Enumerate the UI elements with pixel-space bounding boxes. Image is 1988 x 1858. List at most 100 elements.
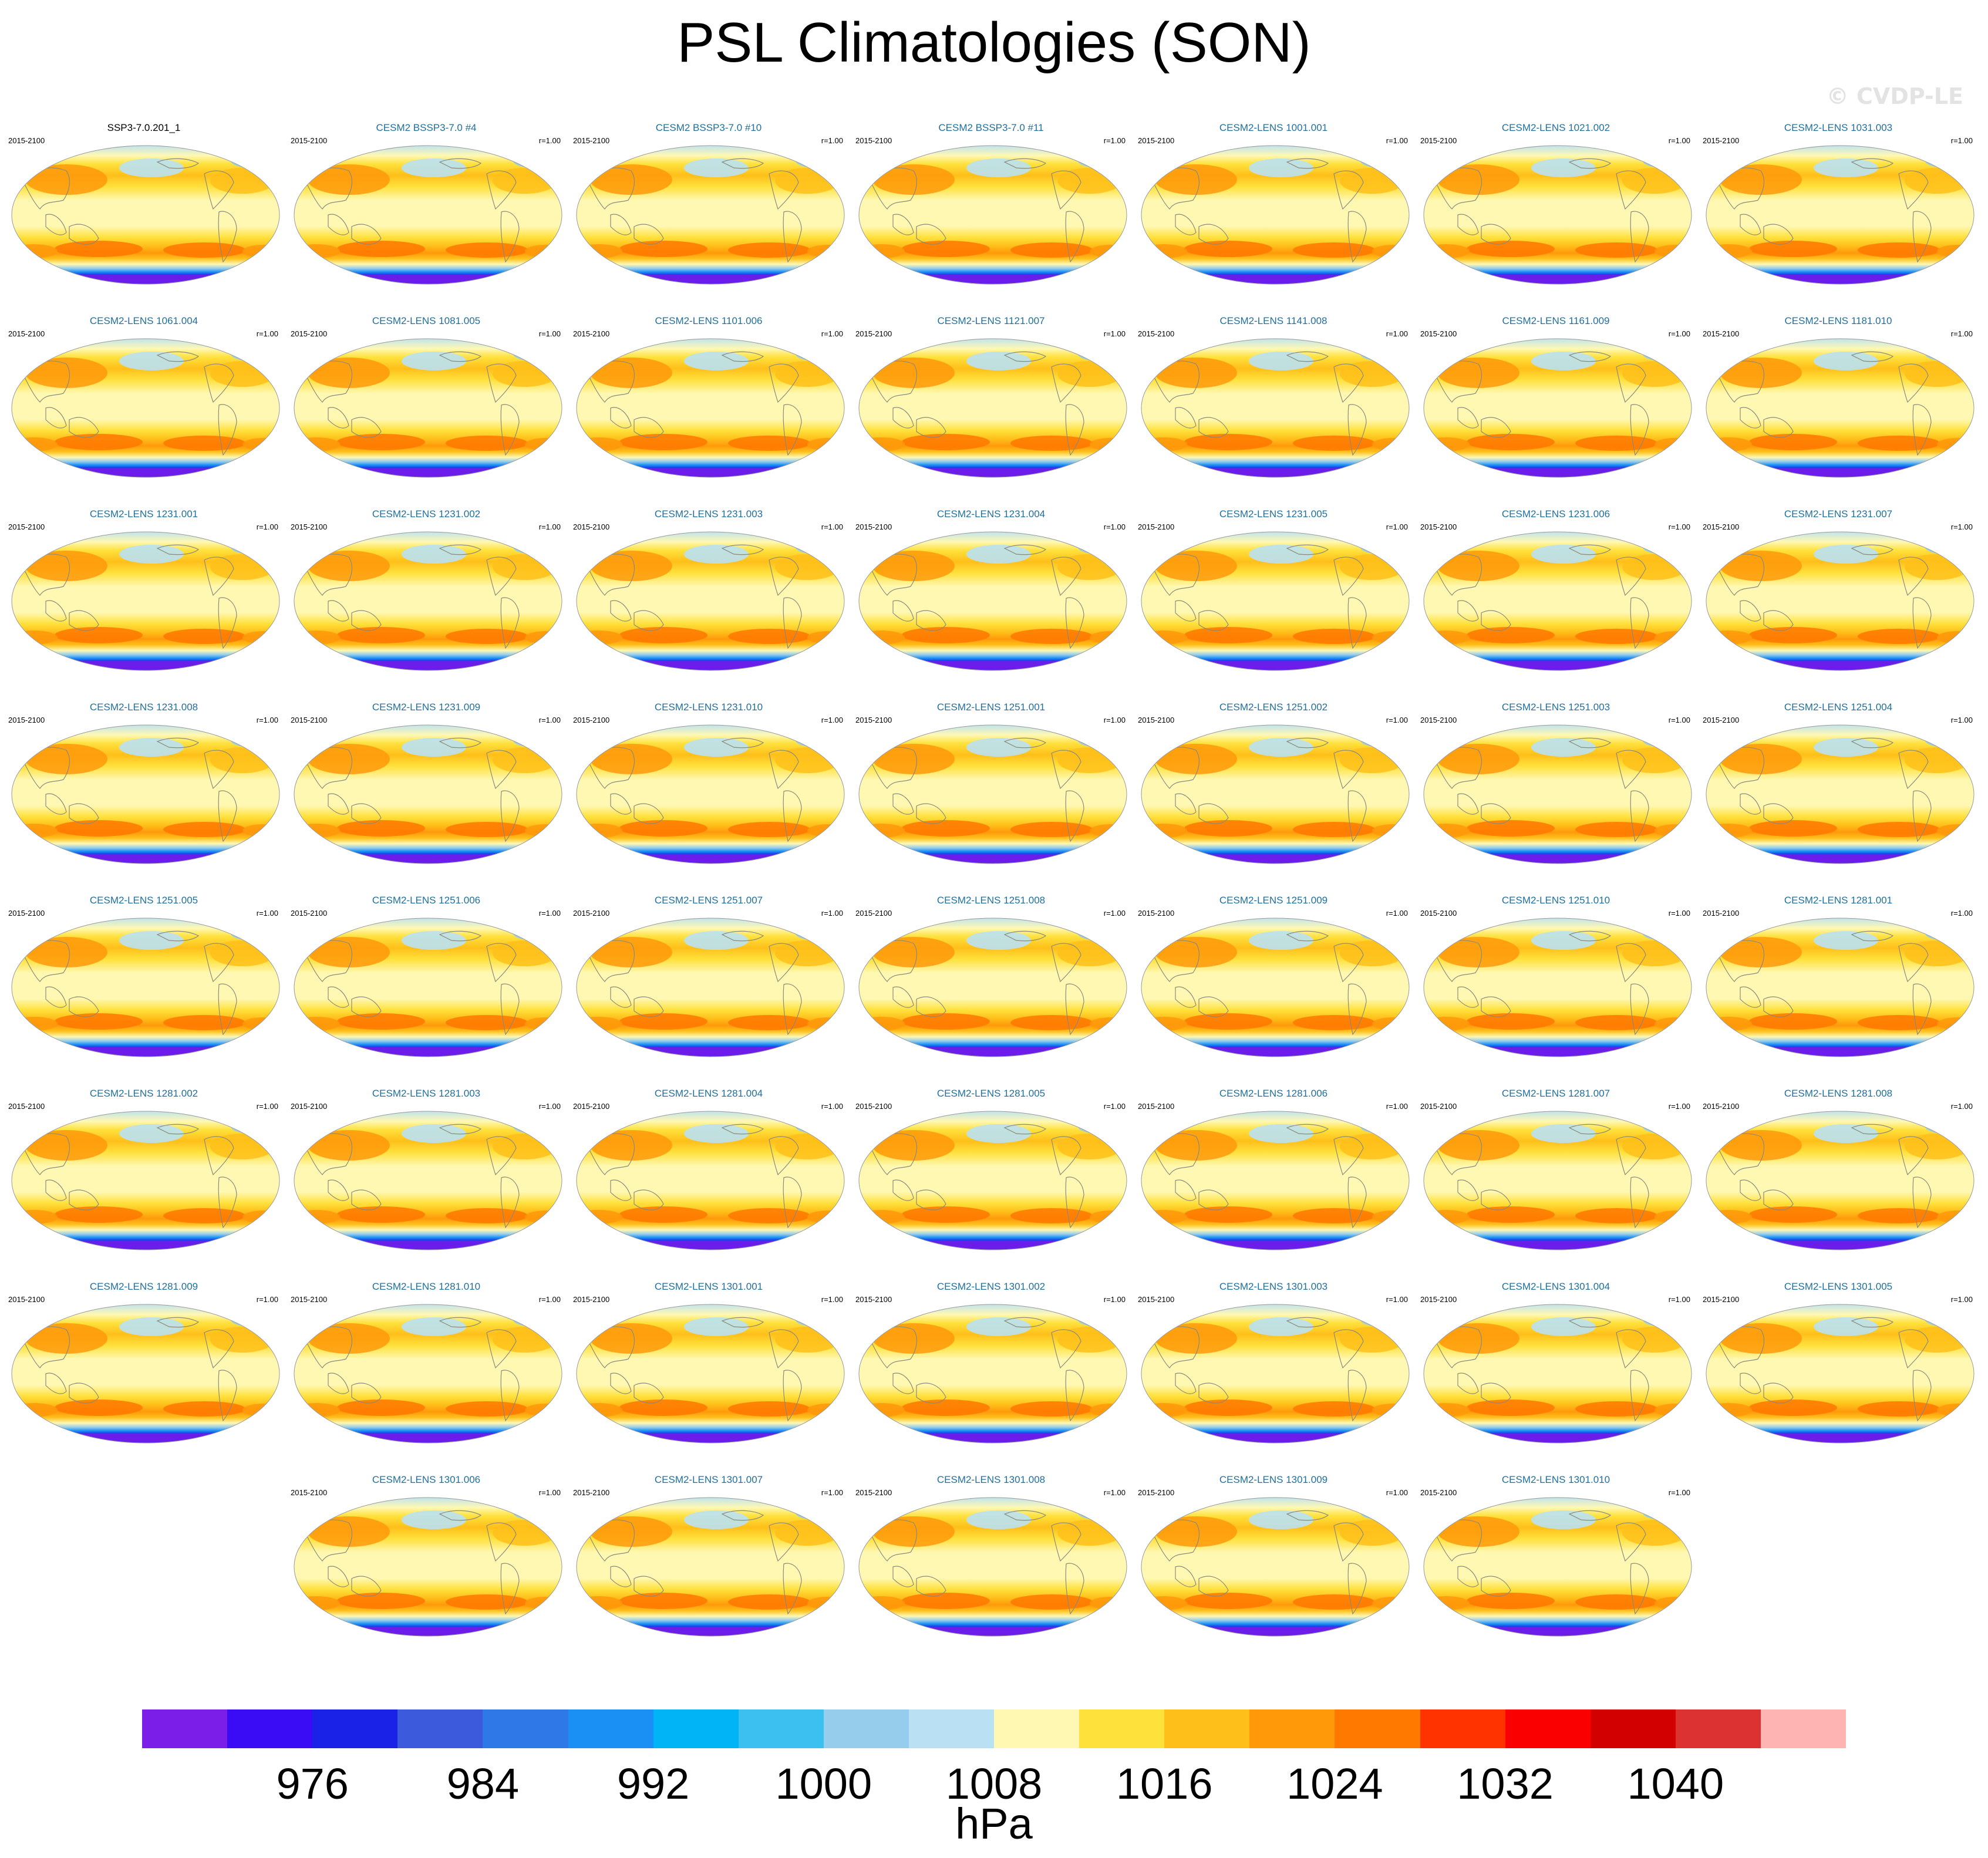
map-panel: CESM2-LENS 1281.005 2015-2100 r=1.00 — [853, 1088, 1129, 1274]
psl-map — [576, 724, 845, 864]
psl-map — [294, 918, 562, 1057]
psl-map — [1423, 918, 1692, 1057]
psl-map — [858, 1111, 1127, 1250]
panel-title: CESM2-LENS 1081.005 — [372, 315, 481, 326]
panel-title: CESM2-LENS 1231.005 — [1219, 508, 1328, 520]
colorbar-tick-label: 984 — [446, 1759, 520, 1808]
map-panel-grid: SSP3-7.0.201_1 2015-2100 CESM2 BSSP3-7.0 #… — [6, 122, 1976, 1637]
panel-title: CESM2-LENS 1251.004 — [1784, 702, 1893, 713]
panel-period: 2015-2100 — [573, 1488, 610, 1497]
map-panel: CESM2-LENS 1301.004 2015-2100 r=1.00 — [1418, 1281, 1694, 1468]
panel-pattern-correlation: r=1.00 — [256, 329, 278, 338]
colorbar-units-label: hPa — [955, 1799, 1033, 1848]
panel-pattern-correlation: r=1.00 — [1950, 716, 1973, 724]
panel-title: CESM2-LENS 1231.008 — [89, 702, 198, 713]
map-panel: CESM2-LENS 1081.005 2015-2100 r=1.00 — [288, 315, 564, 502]
map-panel: CESM2-LENS 1121.007 2015-2100 r=1.00 — [853, 315, 1129, 502]
map-panel: CESM2-LENS 1161.009 2015-2100 r=1.00 — [1418, 315, 1694, 502]
panel-title: CESM2-LENS 1281.008 — [1784, 1088, 1893, 1099]
psl-map — [1706, 918, 1974, 1057]
panel-period: 2015-2100 — [573, 1102, 610, 1111]
colorbar-cell — [908, 1709, 995, 1748]
panel-title: CESM2-LENS 1231.001 — [89, 508, 198, 520]
panel-period: 2015-2100 — [1703, 329, 1740, 338]
panel-pattern-correlation: r=1.00 — [256, 909, 278, 918]
panel-period: 2015-2100 — [1420, 716, 1457, 724]
psl-map — [1706, 338, 1974, 478]
panel-pattern-correlation: r=1.00 — [821, 1488, 843, 1497]
psl-map — [1141, 918, 1410, 1057]
panel-pattern-correlation: r=1.00 — [538, 329, 561, 338]
panel-pattern-correlation: r=1.00 — [538, 136, 561, 145]
panel-pattern-correlation: r=1.00 — [1103, 1102, 1126, 1111]
psl-map — [294, 145, 562, 285]
psl-map — [11, 724, 280, 864]
psl-map — [1141, 1304, 1410, 1444]
panel-title: CESM2-LENS 1061.004 — [89, 315, 198, 326]
map-panel: CESM2-LENS 1231.006 2015-2100 r=1.00 — [1418, 508, 1694, 695]
panel-title: CESM2-LENS 1281.003 — [372, 1088, 481, 1099]
psl-map — [1706, 145, 1974, 285]
psl-map — [858, 1497, 1127, 1637]
psl-map — [576, 531, 845, 671]
panel-period: 2015-2100 — [573, 909, 610, 918]
psl-map — [294, 531, 562, 671]
map-panel: CESM2-LENS 1231.002 2015-2100 r=1.00 — [288, 508, 564, 695]
map-panel: CESM2-LENS 1021.002 2015-2100 r=1.00 — [1418, 122, 1694, 309]
map-panel: CESM2 BSSP3-7.0 #4 2015-2100 r=1.00 — [288, 122, 564, 309]
panel-pattern-correlation: r=1.00 — [256, 716, 278, 724]
panel-pattern-correlation: r=1.00 — [1950, 329, 1973, 338]
psl-map — [576, 145, 845, 285]
psl-map — [1141, 145, 1410, 285]
map-panel: SSP3-7.0.201_1 2015-2100 — [6, 122, 282, 309]
panel-period: 2015-2100 — [1138, 522, 1175, 531]
panel-title: CESM2-LENS 1141.008 — [1219, 315, 1327, 326]
panel-pattern-correlation: r=1.00 — [1386, 1102, 1408, 1111]
panel-pattern-correlation: r=1.00 — [1386, 909, 1408, 918]
map-panel: CESM2-LENS 1281.010 2015-2100 r=1.00 — [288, 1281, 564, 1468]
map-panel: CESM2-LENS 1251.002 2015-2100 r=1.00 — [1135, 702, 1411, 888]
colorbar-cell — [1505, 1709, 1591, 1748]
psl-map — [1423, 145, 1692, 285]
panel-title: CESM2-LENS 1001.001 — [1219, 122, 1328, 133]
map-panel: CESM2-LENS 1281.009 2015-2100 r=1.00 — [6, 1281, 282, 1468]
psl-map — [1706, 1111, 1974, 1250]
map-panel: CESM2-LENS 1251.008 2015-2100 r=1.00 — [853, 895, 1129, 1081]
colorbar-cell — [823, 1709, 909, 1748]
panel-title: CESM2-LENS 1251.010 — [1501, 895, 1610, 906]
colorbar-tick-labels: 976 984 992 1000 1008 1016 1024 1032 1040 — [0, 1759, 1988, 1812]
panel-pattern-correlation: r=1.00 — [1668, 909, 1690, 918]
panel-pattern-correlation: r=1.00 — [256, 522, 278, 531]
panel-pattern-correlation: r=1.00 — [1950, 1102, 1973, 1111]
panel-title: CESM2 BSSP3-7.0 #10 — [655, 122, 762, 133]
panel-title: CESM2-LENS 1301.003 — [1219, 1281, 1328, 1292]
panel-period: 2015-2100 — [291, 1102, 328, 1111]
map-panel: CESM2-LENS 1101.006 2015-2100 r=1.00 — [571, 315, 847, 502]
panel-pattern-correlation: r=1.00 — [1668, 522, 1690, 531]
panel-period: 2015-2100 — [855, 1295, 892, 1304]
colorbar-tick-label: 1024 — [1286, 1759, 1383, 1808]
colorbar-cell — [1335, 1709, 1420, 1748]
colorbar-cell — [397, 1709, 483, 1748]
map-panel: CESM2-LENS 1181.010 2015-2100 r=1.00 — [1700, 315, 1976, 502]
map-panel: CESM2-LENS 1231.001 2015-2100 r=1.00 — [6, 508, 282, 695]
colorbar — [142, 1709, 1847, 1748]
panel-title: CESM2-LENS 1251.003 — [1501, 702, 1610, 713]
psl-map — [858, 1304, 1127, 1444]
psl-map — [11, 1111, 280, 1250]
panel-title: CESM2-LENS 1301.002 — [936, 1281, 1046, 1292]
psl-map — [1423, 724, 1692, 864]
panel-pattern-correlation: r=1.00 — [538, 1102, 561, 1111]
map-panel: CESM2 BSSP3-7.0 #11 2015-2100 r=1.00 — [853, 122, 1129, 309]
map-panel: CESM2-LENS 1231.007 2015-2100 r=1.00 — [1700, 508, 1976, 695]
panel-pattern-correlation: r=1.00 — [1103, 329, 1126, 338]
psl-map — [11, 531, 280, 671]
psl-map — [11, 145, 280, 285]
panel-period: 2015-2100 — [1703, 136, 1740, 145]
panel-title: CESM2-LENS 1281.005 — [936, 1088, 1046, 1099]
page-title: PSL Climatologies (SON) — [677, 11, 1311, 74]
psl-map — [858, 724, 1127, 864]
panel-pattern-correlation: r=1.00 — [538, 909, 561, 918]
panel-pattern-correlation: r=1.00 — [1950, 136, 1973, 145]
colorbar-tick-label: 1008 — [945, 1759, 1043, 1808]
